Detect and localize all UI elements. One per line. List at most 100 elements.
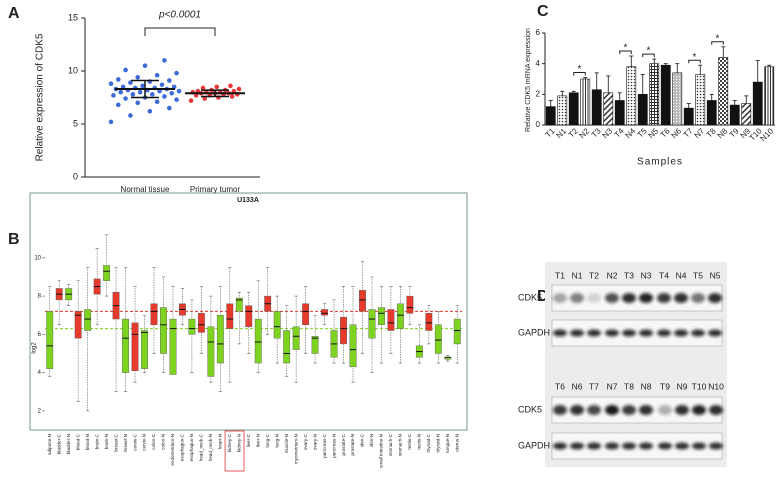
dot — [108, 81, 114, 87]
band — [675, 405, 689, 415]
lane-label: N3 — [641, 270, 652, 280]
dot — [123, 96, 128, 101]
x-tick-label: testis-C — [407, 433, 412, 449]
band — [622, 329, 636, 337]
y-tick-label: 4 — [536, 59, 541, 68]
band — [658, 442, 672, 450]
band — [570, 442, 584, 450]
lane-label: N5 — [710, 270, 721, 280]
x-tick-label: brain-N — [104, 434, 109, 449]
x-tick-label: head_neck-N — [208, 434, 213, 461]
band — [553, 293, 567, 303]
x-tick-label: esophagus-N — [189, 434, 194, 461]
lane-label: T4 — [659, 270, 669, 280]
x-tick-label: heart-N — [218, 434, 223, 449]
x-tick-label: endometrium-N — [170, 434, 175, 466]
band — [674, 329, 688, 337]
x-tick-label: pancreas-C — [322, 433, 327, 457]
x-tick-label: bladder-N — [66, 434, 71, 454]
band — [639, 293, 653, 303]
box — [188, 318, 196, 335]
band — [587, 405, 601, 415]
panel-label: D — [537, 288, 549, 305]
box — [434, 324, 442, 354]
band — [622, 442, 636, 450]
box — [406, 295, 414, 314]
annotation: * — [693, 52, 697, 63]
box — [396, 303, 404, 329]
band — [587, 442, 601, 450]
lane-label: T8 — [624, 381, 634, 391]
dot — [115, 102, 121, 108]
box — [226, 303, 234, 329]
box — [387, 309, 395, 331]
dot — [236, 86, 242, 92]
band — [570, 405, 584, 415]
panel-label: B — [8, 231, 20, 248]
band — [605, 405, 619, 415]
band — [553, 329, 567, 337]
band — [570, 329, 584, 337]
box — [273, 311, 281, 339]
band — [709, 405, 723, 415]
dot — [174, 70, 179, 76]
y-tick-label: 10 — [34, 255, 41, 261]
x-tick-label: bladder-C — [56, 433, 61, 454]
band — [639, 329, 653, 337]
dot — [174, 97, 179, 102]
box — [235, 297, 243, 312]
x-tick-label: pancreas-N — [331, 434, 336, 458]
band — [691, 293, 705, 303]
dot — [200, 85, 206, 91]
x-tick-label: ovary-C — [303, 433, 308, 450]
dot — [188, 98, 194, 103]
dot — [228, 83, 233, 89]
dot — [176, 88, 182, 94]
band — [605, 329, 619, 337]
y-axis-label: Relative expression of CDK5 — [35, 33, 46, 161]
bar — [683, 107, 694, 126]
bar — [752, 81, 763, 126]
dot — [149, 92, 155, 97]
dot — [214, 84, 220, 90]
bar — [660, 64, 671, 126]
dot — [159, 82, 165, 88]
significance-bracket — [688, 59, 701, 64]
y-tick-label: 15 — [68, 12, 78, 22]
band — [657, 293, 671, 303]
annotation: * — [624, 43, 628, 54]
band — [708, 293, 722, 303]
dot — [166, 105, 172, 111]
lane-label: T3 — [624, 270, 634, 280]
x-tick-label: cervix-N — [142, 434, 147, 451]
bar — [626, 66, 637, 126]
dot — [123, 67, 128, 73]
bar — [741, 103, 752, 126]
significance-bracket — [711, 41, 724, 45]
x-tick-label: liver-C — [246, 433, 251, 447]
band — [605, 442, 619, 450]
dot — [147, 108, 153, 114]
band — [709, 442, 723, 450]
highlight-box — [224, 430, 245, 472]
x-tick-label: kidney-C — [227, 433, 232, 452]
bar — [580, 78, 591, 126]
x-tick-label: kidney-N — [237, 434, 242, 452]
lane-label: T1 — [555, 270, 565, 280]
x-tick-label: prostate-N — [350, 434, 355, 455]
box — [349, 324, 357, 368]
row-label: GAPDH — [518, 440, 550, 450]
x-tick-label: blood-C — [75, 433, 80, 450]
band — [622, 405, 636, 415]
row-label: CDK5 — [518, 292, 542, 302]
lane-label: T10 — [692, 381, 707, 391]
box — [74, 311, 82, 339]
lane-label: N2 — [607, 270, 618, 280]
y-tick-label: 0 — [73, 171, 78, 181]
band — [605, 293, 619, 303]
dot — [166, 78, 172, 83]
x-tick-label: skin-N — [369, 434, 374, 447]
band — [587, 293, 601, 303]
bar — [706, 100, 717, 126]
x-tick-label: N10 — [758, 126, 775, 143]
